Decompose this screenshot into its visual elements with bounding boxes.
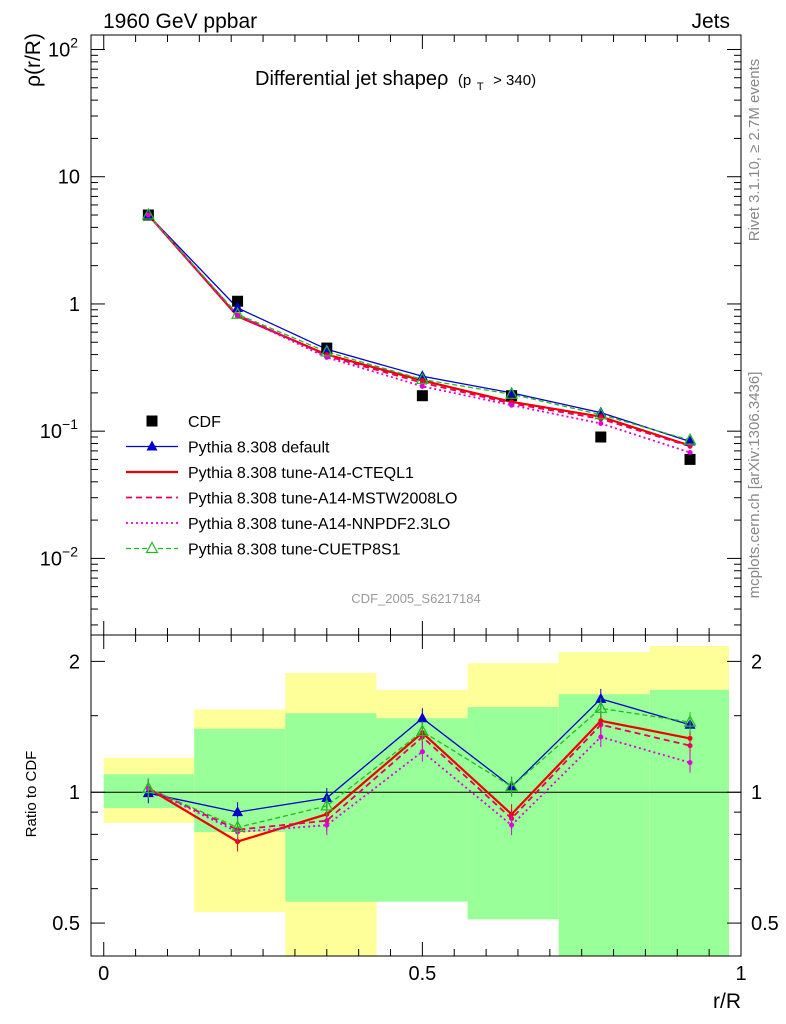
collider-label: 1960 GeV ppbar <box>103 10 257 33</box>
ratio-point-dot <box>687 760 693 766</box>
legend-marker-triangle <box>146 440 158 451</box>
y-tick-base: 10 <box>40 548 62 570</box>
data-point-open-triangle <box>683 432 697 445</box>
series-line <box>147 214 691 441</box>
chart-title-sub: T <box>477 81 484 93</box>
y-tick-label: 10−2 <box>40 543 78 570</box>
data-point-dot <box>235 313 241 319</box>
legend-label: Pythia 8.308 tune-A14-NNPDF2.3LO <box>188 516 450 533</box>
data-point-dot <box>598 420 604 426</box>
ratio-axis-ticks: 0.5 0.5 1 1 2 2 0 0.5 1 <box>52 635 779 985</box>
analysis-watermark: CDF_2005_S6217184 <box>351 591 480 606</box>
rivet-version-label: Rivet 3.1.10, ≥ 2.7M events <box>746 59 763 242</box>
ratio-point-open-triangle <box>683 714 697 727</box>
chart-title-cut: > 340) <box>493 72 536 89</box>
x-tick-label: 1 <box>735 963 746 985</box>
ratio-point-triangle <box>595 692 607 703</box>
legend-label: CDF <box>188 414 221 431</box>
data-point-open-triangle <box>231 306 245 319</box>
data-point-open-triangle <box>505 387 519 399</box>
y-tick-label: 10 <box>58 167 80 189</box>
series-line <box>147 214 691 447</box>
ratio-y-tick-label: 0.5 <box>52 913 80 935</box>
y-tick-base: 10 <box>48 39 70 61</box>
legend-label: Pythia 8.308 tune-A14-MSTW2008LO <box>188 491 457 508</box>
ratio-point-open-triangle <box>415 724 429 737</box>
legend: CDF Pythia 8.308 default Pythia 8.308 tune… <box>126 414 457 559</box>
y-tick-label: 10−1 <box>40 416 78 443</box>
ratio-point-open-triangle <box>505 779 519 792</box>
y-tick-base: 10 <box>40 421 62 443</box>
x-tick-label: 0 <box>98 963 109 985</box>
series-line <box>147 214 691 454</box>
uncertainty-band-1sigma <box>558 694 650 956</box>
ratio-y-tick-label: 1 <box>69 782 80 804</box>
legend-label: Pythia 8.308 default <box>188 440 330 457</box>
ratio-point-dot <box>598 734 604 740</box>
y-axis-label: ρ(r/R) <box>22 33 45 87</box>
ratio-point-open-triangle <box>231 820 245 833</box>
data-point-dot <box>419 383 425 389</box>
mcplots-url-label: mcplots.cern.ch [arXiv:1306.3436] <box>746 372 763 599</box>
series-line <box>147 214 691 443</box>
data-point-square <box>684 453 696 465</box>
ratio-panel: 0.5 0.5 1 1 2 2 0 0.5 1 Ratio to CDF r/R <box>23 634 779 1013</box>
process-label: Jets <box>691 10 730 33</box>
x-tick-label: 0.5 <box>408 963 436 985</box>
data-point-square <box>232 295 244 307</box>
ratio-point-triangle <box>232 806 244 817</box>
ratio-point-open-triangle <box>594 701 608 713</box>
data-point-square <box>595 431 607 443</box>
ratio-point-dot <box>687 743 693 749</box>
data-point-triangle <box>232 301 244 312</box>
ratio-point-triangle <box>416 712 428 723</box>
x-axis-label: r/R <box>713 990 741 1013</box>
data-point-open-triangle <box>141 207 155 220</box>
ratio-y-axis-label: Ratio to CDF <box>23 751 40 838</box>
ratio-point-dot <box>324 822 330 828</box>
ratio-y-tick-label: 2 <box>69 651 80 673</box>
data-point-dot <box>509 402 515 408</box>
legend-marker-open-triangle <box>145 541 159 554</box>
data-point-dot <box>687 443 693 449</box>
ratio-point-open-triangle <box>320 798 334 811</box>
y-tick-exponent: 2 <box>70 34 78 50</box>
ratio-point-open-triangle <box>141 781 155 794</box>
ratio-series-layer <box>141 688 697 852</box>
data-point-open-triangle <box>415 372 429 385</box>
ratio-point-dot <box>509 822 515 828</box>
chart-title-main: Differential jet shapeρ <box>255 68 448 90</box>
ratio-panel-frame <box>90 634 742 957</box>
y-tick-exponent: −2 <box>62 543 78 559</box>
data-point-open-triangle <box>320 344 334 357</box>
data-point-dot <box>687 449 693 455</box>
legend-label: Pythia 8.308 tune-A14-CTEQL1 <box>188 465 414 482</box>
data-point-triangle <box>684 435 696 446</box>
data-point-open-triangle <box>594 407 608 420</box>
y-tick-label: 102 <box>48 34 78 61</box>
ratio-uncertainty-bands <box>103 645 729 956</box>
data-point-square <box>416 390 428 402</box>
legend-label: Pythia 8.308 tune-CUETP8S1 <box>188 542 401 559</box>
data-point-dot <box>145 212 151 218</box>
series-line <box>147 214 691 448</box>
chart-title-suffix: (p <box>458 72 471 89</box>
legend-marker-square <box>146 415 158 427</box>
chart-title: Differential jet shapeρ (p T > 340) <box>255 68 536 95</box>
ratio-point-dot <box>419 749 425 755</box>
y-tick-exponent: −1 <box>62 416 78 432</box>
ratio-point-dot <box>598 722 604 728</box>
uncertainty-band-1sigma <box>649 689 729 956</box>
ratio-y-tick-label-right: 0.5 <box>751 913 779 935</box>
main-series-layer <box>141 207 697 465</box>
y-tick-label: 1 <box>69 294 80 316</box>
ratio-y-tick-label-right: 1 <box>751 782 762 804</box>
ratio-y-tick-label-right: 2 <box>751 651 762 673</box>
